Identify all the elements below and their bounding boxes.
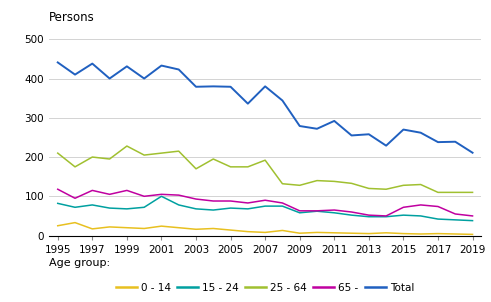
Legend: 0 - 14, 15 - 24, 25 - 64, 65 -, Total: 0 - 14, 15 - 24, 25 - 64, 65 -, Total xyxy=(112,278,418,297)
Text: Age group:: Age group: xyxy=(49,258,110,268)
Text: Persons: Persons xyxy=(49,11,95,24)
